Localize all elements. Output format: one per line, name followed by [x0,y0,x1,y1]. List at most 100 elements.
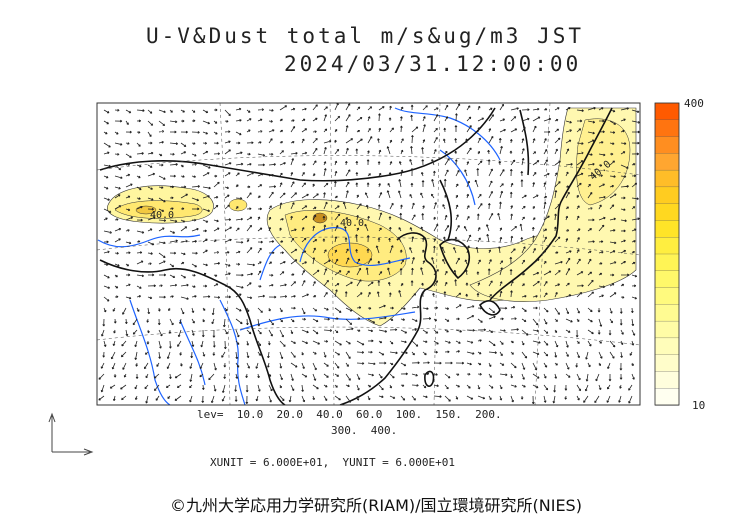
wind-arrow [334,373,340,377]
wind-arrow [620,196,626,200]
wind-arrow [114,295,119,299]
wind-arrow [125,109,132,114]
wind-arrow [301,182,306,188]
wind-arrow [191,295,197,298]
wind-arrow [386,190,391,199]
wind-arrow [114,263,120,267]
wind-arrow [389,127,394,133]
wind-arrow [466,147,472,155]
wind-arrow [433,223,439,232]
colorbar-segment [654,102,680,121]
wind-arrow [543,318,548,325]
wind-arrow [102,318,106,327]
wind-arrow [235,196,243,200]
wind-arrow [499,145,503,155]
wind-arrow [576,384,581,392]
wind-arrow [620,219,627,223]
wind-arrow [257,184,263,188]
wind-arrow [618,395,622,403]
wind-arrow [279,227,282,232]
wind-arrow [367,106,373,111]
wind-arrow [463,225,468,232]
wind-arrow [521,329,529,336]
wind-arrow [158,208,165,212]
wind-arrow [103,208,112,213]
wind-arrow [345,307,353,312]
wind-arrow [213,181,220,188]
wind-arrow [301,118,306,122]
wind-arrow [301,107,307,111]
wind-arrow [290,215,293,221]
wind-arrow [279,362,283,369]
wind-arrow [301,340,309,345]
wind-arrow [103,131,108,135]
wind-arrow [212,351,216,356]
wind-arrow [628,395,633,404]
wind-arrow [257,284,262,288]
wind-arrow [345,190,349,199]
wind-arrow [609,193,617,199]
wind-arrow [235,184,239,188]
wind-arrow [543,215,550,221]
wind-arrow [301,395,306,403]
wind-arrow [565,294,572,298]
wind-arrow [257,130,263,133]
wind-arrow [521,205,526,210]
wind-arrow [125,251,131,255]
wind-arrow [378,351,385,356]
wind-arrow [554,148,558,155]
wind-arrow [246,329,252,335]
wind-arrow [114,108,120,112]
wind-arrow [301,151,308,155]
wind-arrow [235,250,241,254]
wind-arrow [543,384,549,391]
wind-arrow [268,251,275,255]
wind-arrow [279,283,287,287]
wind-arrow [213,219,219,223]
wind-arrow [180,151,187,155]
dust-plumes [107,107,637,327]
wind-arrow [554,213,557,221]
wind-arrow [554,160,561,166]
wind-arrow [290,318,295,323]
wind-arrow [235,151,243,155]
wind-arrow [488,114,494,122]
wind-arrow [377,260,381,265]
wind-arrow [312,351,317,355]
wind-arrow [167,395,171,399]
wind-arrow [499,169,505,177]
wind-arrow [158,273,167,277]
wind-arrow [246,172,255,177]
colorbar-segment [654,186,680,205]
wind-arrow [554,283,561,287]
wind-arrow [221,395,226,402]
wind-arrow [125,241,132,245]
wind-arrow [136,251,143,254]
wind-arrow [477,227,481,232]
wind-arrow [609,160,615,166]
wind-arrow [147,262,152,266]
coast-korea [439,238,471,280]
wind-arrow [323,224,327,232]
wind-arrow [499,362,505,366]
wind-arrow [631,274,638,278]
wind-arrow [301,373,308,378]
wind-arrow [344,237,348,242]
rivers [97,107,501,405]
wind-arrow [509,139,513,144]
wind-arrow [531,395,535,405]
wind-arrow [378,361,387,365]
wind-arrow [169,207,174,210]
wind-arrow [290,119,295,122]
wind-arrow [224,251,230,254]
wind-arrow [422,372,430,376]
wind-arrow [400,329,408,334]
wind-arrow [323,168,327,177]
wind-arrow [510,290,513,298]
wind-arrow [400,307,406,310]
wind-arrow [103,151,110,155]
wind-arrow [199,362,204,370]
wind-arrow [110,351,116,360]
wind-arrow [200,340,204,348]
wind-arrow [609,229,616,232]
